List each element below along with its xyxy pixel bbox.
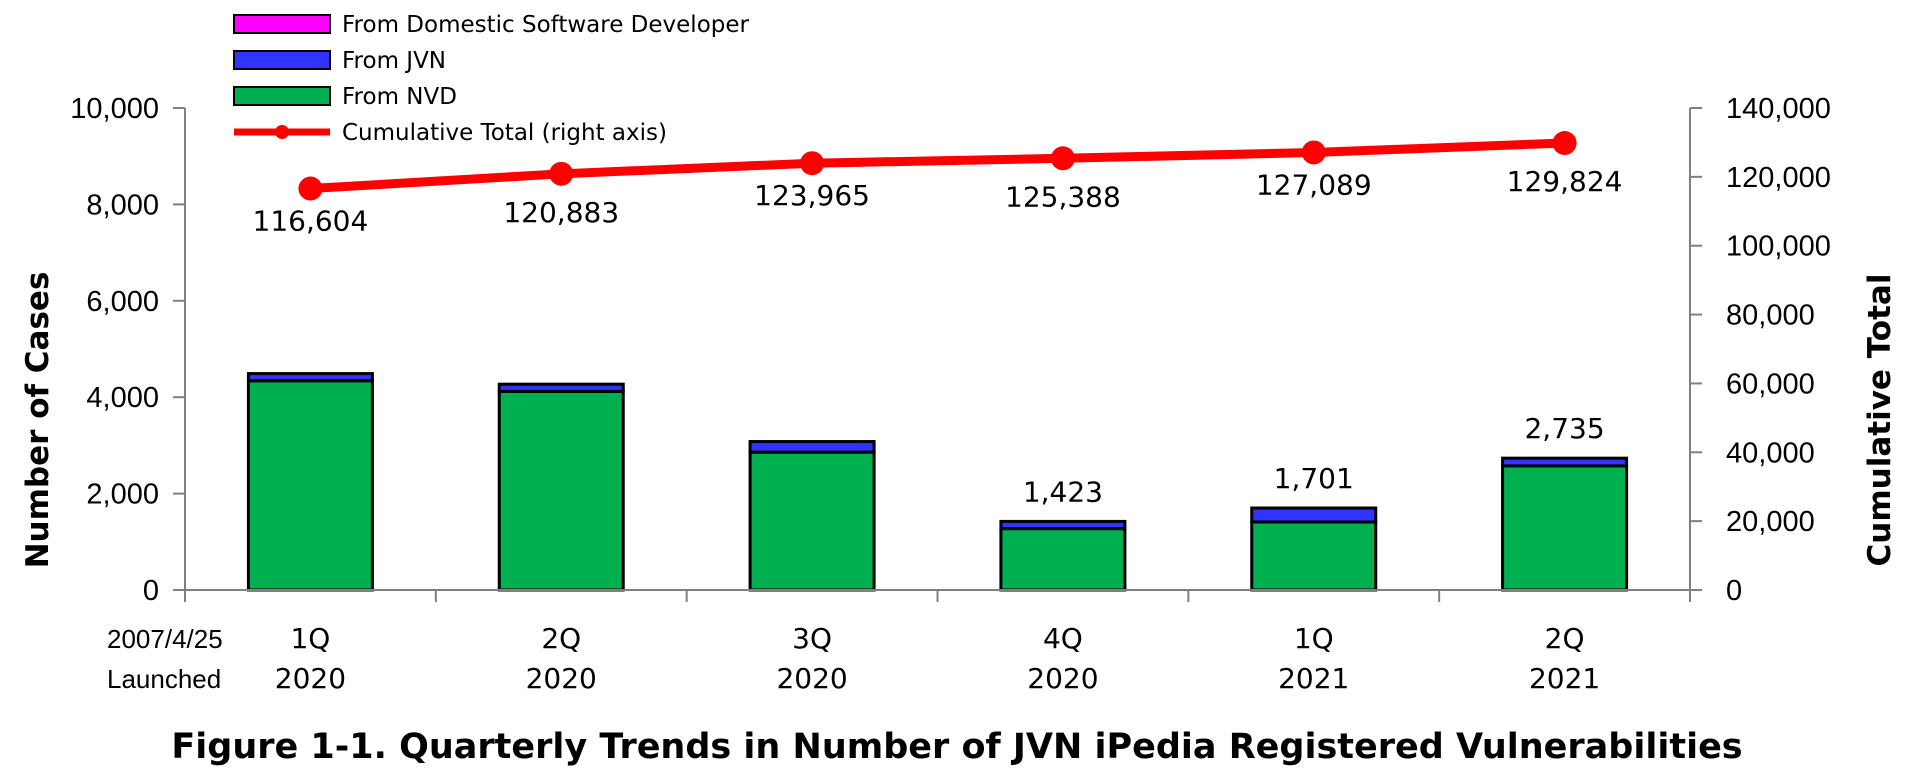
y2-tick-label: 20,000 bbox=[1726, 506, 1815, 538]
cumulative-value-label: 123,965 bbox=[754, 179, 870, 212]
bar-from-nvd bbox=[999, 527, 1127, 592]
cumulative-point bbox=[298, 176, 323, 201]
launch-note-date: 2007/4/25 bbox=[107, 624, 223, 654]
bar-from-nvd bbox=[748, 450, 876, 592]
y-tick-label: 8,000 bbox=[86, 189, 159, 221]
legend: From Domestic Software Developer From JVN… bbox=[233, 12, 750, 146]
x-tick-label-quarter: 2Q bbox=[541, 622, 581, 655]
bar-from-jvn bbox=[246, 372, 374, 383]
cumulative-value-label: 129,824 bbox=[1507, 165, 1623, 198]
bar-from-jvn bbox=[999, 519, 1127, 531]
bar-from-jvn bbox=[748, 440, 876, 454]
y-tick-label: 4,000 bbox=[86, 382, 159, 414]
bar-total-label: 2,735 bbox=[1524, 412, 1604, 445]
y-tick-label: 6,000 bbox=[86, 286, 159, 318]
cumulative-value-label: 120,883 bbox=[503, 196, 619, 229]
cumulative-line bbox=[305, 138, 1570, 194]
x-tick-label-year: 2020 bbox=[1027, 662, 1098, 695]
bar-from-nvd bbox=[1250, 520, 1378, 592]
x-tick-label-quarter: 3Q bbox=[792, 622, 832, 655]
legend-label: From NVD bbox=[342, 84, 457, 110]
legend-swatch bbox=[233, 50, 331, 70]
x-tick-label-year: 2020 bbox=[776, 662, 847, 695]
cumulative-point bbox=[549, 161, 574, 186]
legend-label: From Domestic Software Developer bbox=[342, 12, 750, 38]
bar-from-jvn bbox=[1250, 506, 1378, 524]
cumulative-point bbox=[1552, 131, 1577, 156]
x-tick-label-quarter: 4Q bbox=[1043, 622, 1083, 655]
axes-layer: 0 2,000 4,000 6,000 8,000 10,000 0 20,000 40,000… bbox=[70, 93, 1831, 607]
cumulative-point bbox=[800, 151, 825, 176]
cumulative-point bbox=[1050, 146, 1075, 171]
x-tick-label-quarter: 1Q bbox=[1294, 622, 1334, 655]
legend-swatch bbox=[233, 86, 331, 106]
legend-label: From JVN bbox=[342, 48, 446, 74]
x-tick-label-year: 2020 bbox=[275, 662, 346, 695]
y2-tick-label: 140,000 bbox=[1726, 93, 1831, 125]
y-tick-label: 10,000 bbox=[70, 93, 159, 125]
launch-note-text: Launched bbox=[107, 664, 221, 694]
y-axis-title: Number of Cases bbox=[20, 272, 56, 569]
labels-layer: 1Q 2020 2Q 2020 3Q 2020 1,423 4Q 2020 1,701 1Q 2021… bbox=[253, 165, 1623, 695]
x-tick-label-year: 2020 bbox=[526, 662, 597, 695]
bar-from-jvn bbox=[497, 382, 625, 393]
y2-tick-label: 100,000 bbox=[1726, 231, 1831, 263]
figure-caption: Figure 1-1. Quarterly Trends in Number o… bbox=[171, 727, 1742, 767]
cumulative-point bbox=[1301, 140, 1326, 165]
y2-tick-label: 60,000 bbox=[1726, 368, 1815, 400]
legend-label: Cumulative Total (right axis) bbox=[342, 120, 667, 146]
x-tick-label-year: 2021 bbox=[1529, 662, 1600, 695]
x-tick-label-year: 2021 bbox=[1278, 662, 1349, 695]
bars-layer bbox=[246, 372, 1629, 592]
bar-total-label: 1,701 bbox=[1274, 462, 1354, 495]
y-tick-label: 2,000 bbox=[86, 479, 159, 511]
cumulative-line-layer bbox=[298, 131, 1577, 201]
x-tick-label-quarter: 1Q bbox=[290, 622, 330, 655]
cumulative-value-label: 116,604 bbox=[253, 205, 369, 238]
x-tick-label-quarter: 2Q bbox=[1545, 622, 1585, 655]
bar-from-nvd bbox=[497, 389, 625, 592]
y2-tick-label: 40,000 bbox=[1726, 437, 1815, 469]
cumulative-value-label: 125,388 bbox=[1005, 180, 1121, 213]
y2-tick-label: 80,000 bbox=[1726, 300, 1815, 332]
bar-from-nvd bbox=[246, 379, 374, 592]
y-tick-label: 0 bbox=[143, 575, 159, 607]
bar-from-jvn bbox=[1501, 456, 1629, 468]
y2-tick-label: 0 bbox=[1726, 575, 1742, 607]
cumulative-value-label: 127,089 bbox=[1256, 168, 1372, 201]
bar-total-label: 1,423 bbox=[1023, 475, 1103, 508]
legend-swatch bbox=[233, 14, 331, 34]
bar-from-nvd bbox=[1501, 464, 1629, 592]
legend-swatch-point bbox=[275, 125, 289, 139]
y2-axis-title: Cumulative Total bbox=[1862, 274, 1898, 567]
y2-tick-label: 120,000 bbox=[1726, 162, 1831, 194]
